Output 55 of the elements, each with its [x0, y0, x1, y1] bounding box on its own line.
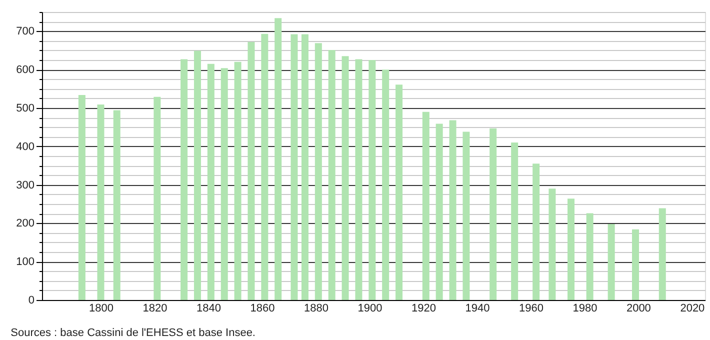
y-tick-label: 0 — [28, 294, 34, 306]
x-tick-label: 1960 — [518, 302, 544, 314]
bar — [328, 50, 336, 300]
bar — [608, 224, 615, 300]
x-tick-label: 1880 — [304, 302, 328, 314]
bar — [220, 68, 228, 300]
x-tick-label: 1860 — [250, 302, 275, 314]
bar — [436, 124, 443, 300]
x-tick-label: 1940 — [465, 302, 490, 314]
bar — [261, 34, 268, 300]
bar — [462, 132, 470, 300]
bar — [113, 110, 120, 300]
x-tick-label: 1800 — [89, 302, 114, 314]
bar — [355, 59, 362, 300]
bar — [154, 96, 161, 300]
bar — [194, 50, 201, 300]
bar — [658, 208, 666, 300]
y-tick-label: 400 — [16, 140, 34, 153]
x-tick-label: 2020 — [680, 302, 705, 314]
x-tick-label: 1980 — [572, 302, 598, 314]
bar — [396, 84, 403, 300]
y-tick-label: 700 — [16, 26, 34, 38]
y-tick-label: 600 — [16, 64, 34, 76]
x-tick-label: 1920 — [411, 302, 436, 314]
bar — [632, 229, 640, 300]
bar — [234, 62, 242, 300]
bar — [382, 70, 390, 300]
y-tick-label: 200 — [16, 218, 34, 230]
bar — [207, 64, 214, 300]
source-note: Sources : base Cassini de l'EHESS et base Insee. — [10, 327, 256, 339]
x-tick-label: 1840 — [196, 302, 221, 314]
bar — [78, 94, 86, 300]
y-tick-label: 300 — [16, 179, 34, 192]
y-tick-label: 100 — [16, 256, 34, 268]
bar — [314, 43, 322, 300]
bar — [248, 42, 255, 300]
bar — [548, 188, 556, 300]
x-tick-label: 2000 — [626, 302, 651, 314]
bar — [290, 34, 298, 300]
x-tick-label: 1900 — [358, 302, 382, 314]
bar — [586, 213, 594, 300]
bar — [568, 198, 575, 300]
bar — [532, 164, 540, 300]
y-tick-label: 500 — [16, 102, 34, 114]
bar — [97, 104, 104, 300]
bar — [301, 34, 308, 300]
bar — [511, 142, 518, 300]
bar — [449, 120, 456, 300]
x-tick-label: 1820 — [142, 302, 168, 314]
bar — [490, 128, 497, 300]
bar — [342, 56, 349, 300]
bar — [274, 18, 282, 300]
bar — [422, 112, 430, 300]
bar — [180, 59, 188, 300]
bar — [368, 60, 376, 300]
